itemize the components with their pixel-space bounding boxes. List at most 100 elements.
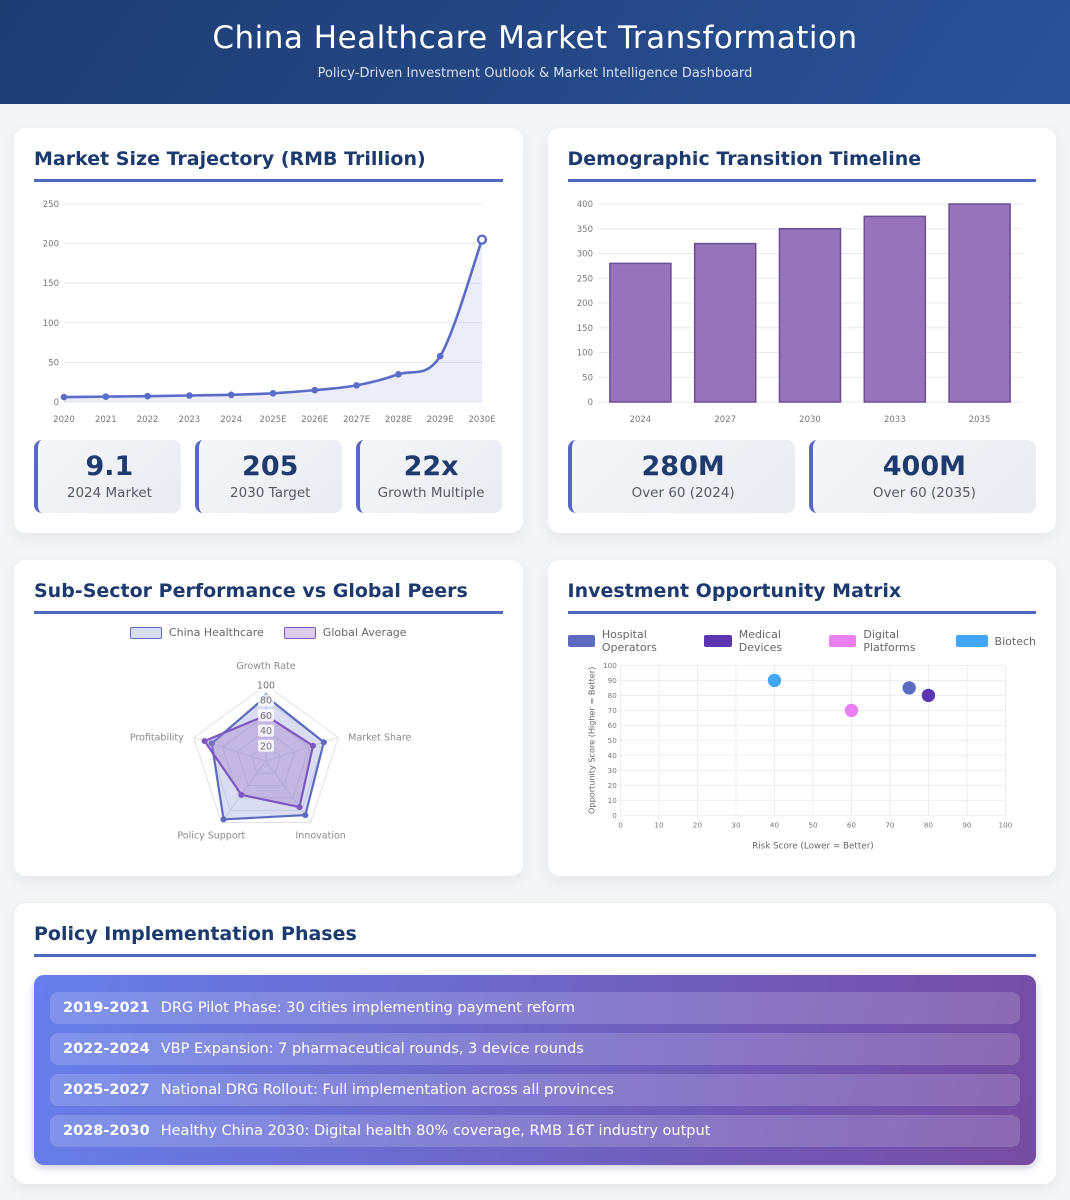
radar-ring — [250, 745, 282, 774]
x-tick-label: 80 — [923, 820, 933, 829]
x-tick-label: 2029E — [427, 415, 454, 425]
x-tick-label: 2035 — [968, 415, 990, 425]
y-tick-label: 50 — [582, 373, 593, 383]
y-tick-label: 250 — [43, 200, 59, 210]
y-tick-label: 90 — [607, 676, 617, 685]
stat-label: Growth Multiple — [377, 485, 485, 501]
demographic-stats-row: 280M Over 60 (2024) 400M Over 60 (2035) — [567, 439, 1036, 513]
x-tick-label: 2022 — [137, 415, 159, 425]
data-point — [102, 393, 110, 400]
stat-label: Over 60 (2035) — [872, 485, 976, 501]
legend-swatch — [283, 626, 316, 639]
legend-swatch — [567, 635, 595, 647]
legend-swatch — [129, 626, 162, 639]
data-point — [921, 688, 935, 703]
x-tick-label: 2024 — [629, 415, 651, 425]
y-tick-label: 200 — [576, 299, 592, 309]
data-point — [320, 739, 327, 746]
opportunity-matrix-title: Investment Opportunity Matrix — [567, 580, 1036, 614]
demographic-card: Demographic Transition Timeline 0 50 100 15… — [547, 128, 1056, 533]
phase-row-2019-2021: 2019-2021 DRG Pilot Phase: 30 cities imp… — [50, 992, 1020, 1024]
policy-phases-title: Policy Implementation Phases — [34, 923, 1036, 957]
legend-item-biotech[interactable]: Biotech — [955, 635, 1036, 648]
y-tick-label: 0 — [587, 398, 592, 408]
demographic-bar-chart: 0 50 100 150 200 250 300 350 400 2024 2027 2030 2033… — [576, 200, 1022, 425]
y-tick-label: 30 — [607, 766, 617, 775]
legend-label: Medical Devices — [738, 628, 783, 654]
y-tick-label: 300 — [576, 250, 592, 260]
radar-axis-label: Growth Rate — [236, 661, 295, 672]
y-tick-label: 60 — [607, 721, 617, 730]
bar — [863, 215, 926, 403]
x-tick-label: 2026E — [301, 415, 328, 425]
x-tick-label: 2027 — [714, 415, 736, 425]
policy-phases-card: Policy Implementation Phases 2019-2021 D… — [14, 903, 1056, 1184]
radar-ring — [222, 714, 310, 799]
x-tick-label: 2030 — [799, 415, 821, 425]
market-stats-row: 9.1 2024 Market 205 2030 Target 22x Grow… — [34, 439, 503, 513]
radar-spoke — [220, 760, 267, 823]
legend-item-china-healthcare[interactable]: China Healthcare — [129, 626, 264, 639]
data-point — [296, 804, 303, 811]
radar-ring — [193, 684, 339, 823]
legend-item-hospital-operators[interactable]: Hospital Operators — [567, 628, 690, 654]
legend-swatch — [704, 635, 732, 647]
tick-backdrop — [258, 724, 274, 737]
stat-value: 400M — [882, 450, 966, 482]
data-point — [476, 234, 488, 245]
legend-item-medical-devices[interactable]: Medical Devices — [704, 628, 814, 654]
tick-backdrop — [258, 739, 274, 752]
y-tick-label: 100 — [576, 349, 592, 359]
legend-item-digital-platforms[interactable]: Digital Platforms — [828, 628, 941, 654]
y-tick-label: 200 — [43, 240, 59, 250]
legend-item-global-average[interactable]: Global Average — [283, 626, 407, 639]
legend-swatch — [828, 635, 857, 647]
x-tick-label: 2028E — [385, 415, 412, 425]
radar-axis-label: Market Share — [348, 733, 411, 744]
radial-tick-label: 20 — [260, 741, 272, 752]
market-size-title: Market Size Trajectory (RMB Trillion) — [34, 148, 503, 182]
x-tick-label: 60 — [846, 820, 856, 829]
x-tick-label: 20 — [692, 820, 702, 829]
data-point — [309, 742, 316, 749]
data-point — [220, 816, 227, 823]
phase-years: 2022-2024 — [63, 1041, 150, 1057]
y-tick-label: 10 — [607, 796, 617, 805]
demographic-title: Demographic Transition Timeline — [567, 148, 1036, 182]
phase-years: 2025-2027 — [63, 1082, 150, 1098]
legend-label: Global Average — [322, 626, 407, 639]
y-tick-label: 100 — [43, 319, 59, 329]
scatter-legend: Hospital Operators Medical Devices Digit… — [567, 628, 1037, 654]
x-tick-label: 2033 — [883, 415, 905, 425]
stat-value: 9.1 — [85, 450, 134, 482]
stat-label: 2024 Market — [66, 485, 152, 501]
dashboard-grid: Market Size Trajectory (RMB Trillion) 0 5… — [14, 128, 1056, 1184]
y-tick-label: 80 — [607, 691, 617, 700]
phase-text: National DRG Rollout: Full implementatio… — [160, 1082, 614, 1098]
phase-row-2025-2027: 2025-2027 National DRG Rollout: Full imp… — [50, 1074, 1020, 1106]
data-point — [201, 738, 208, 745]
x-tick-label: 2024 — [220, 415, 242, 425]
y-tick-label: 50 — [607, 736, 617, 745]
legend-label: Hospital Operators — [601, 628, 657, 654]
radar-spoke — [265, 760, 312, 823]
phase-years: 2028-2030 — [63, 1123, 150, 1139]
data-point — [395, 370, 402, 378]
x-tick-label: 2021 — [95, 415, 117, 425]
y-tick-label: 0 — [612, 811, 617, 820]
phase-text: DRG Pilot Phase: 30 cities implementing … — [160, 1000, 575, 1016]
y-tick-label: 20 — [607, 781, 617, 790]
y-tick-label: 350 — [576, 225, 592, 235]
stat-value: 205 — [242, 450, 299, 482]
x-axis-title: Risk Score (Lower = Better) — [752, 842, 874, 852]
data-point — [311, 386, 319, 394]
data-point — [767, 673, 781, 688]
radial-tick-label: 60 — [260, 711, 272, 722]
line-area-fill — [64, 239, 482, 402]
dashboard-body: Market Size Trajectory (RMB Trillion) 0 5… — [0, 104, 1070, 1198]
data-point — [902, 681, 916, 695]
stat-label: Over 60 (2024) — [631, 485, 735, 501]
radial-tick-label: 100 — [257, 681, 275, 692]
y-tick-label: 50 — [48, 358, 59, 368]
phase-row-2022-2024: 2022-2024 VBP Expansion: 7 pharmaceutica… — [50, 1033, 1020, 1065]
